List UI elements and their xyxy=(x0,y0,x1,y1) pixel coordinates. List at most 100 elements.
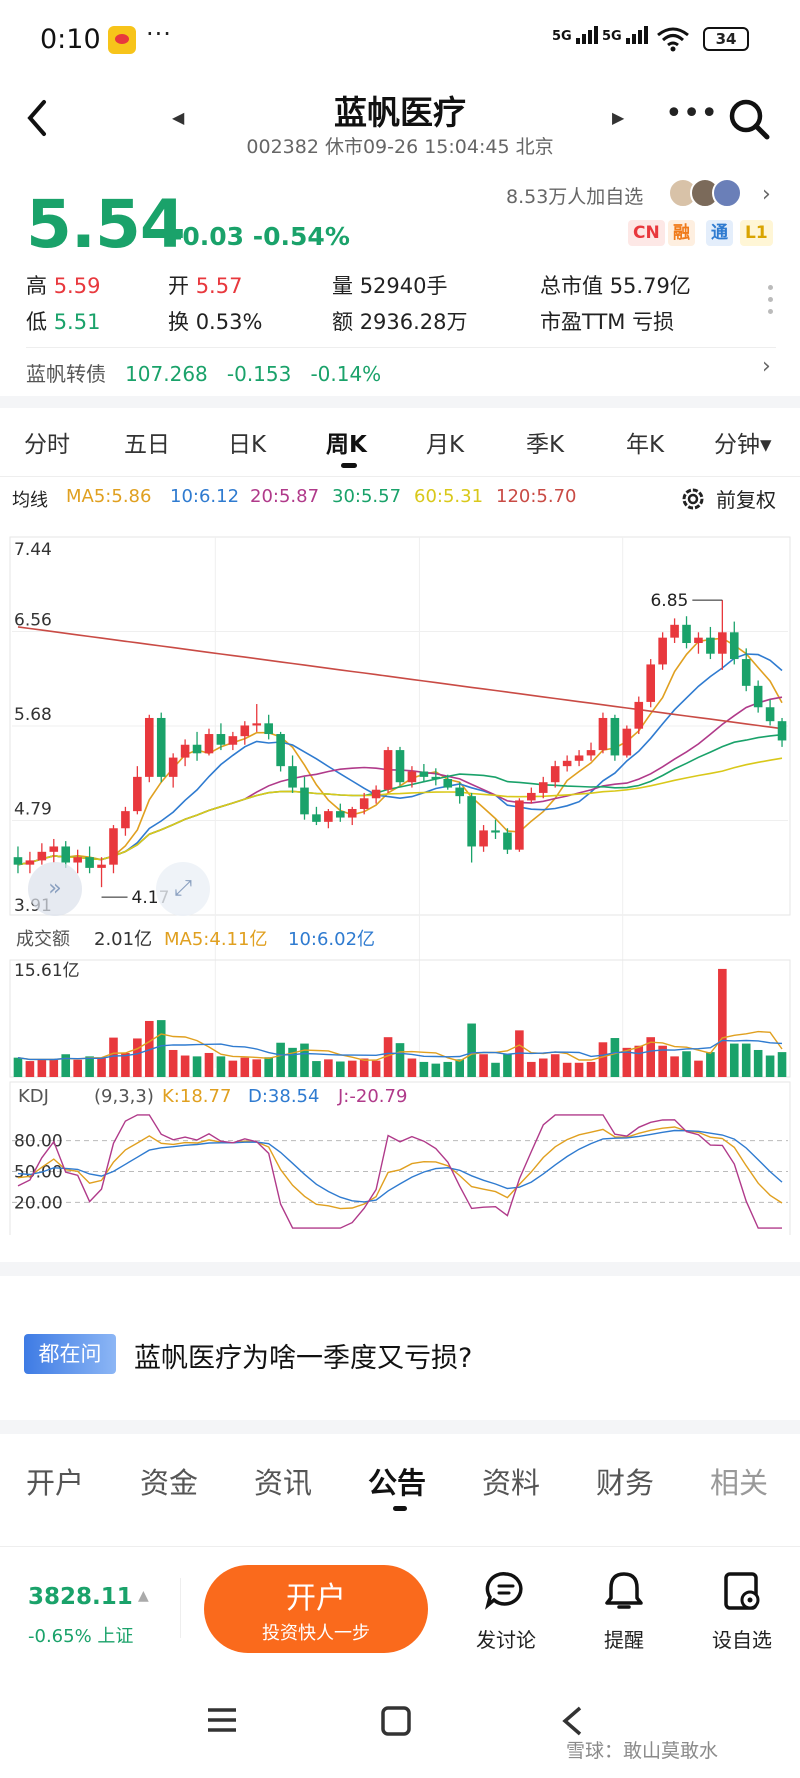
kdj-y-tick: 80.00 xyxy=(14,1132,63,1152)
volume-bar xyxy=(216,1056,226,1077)
volume-bar xyxy=(312,1061,321,1077)
open-account-button[interactable]: 开户 投资快人一步 xyxy=(204,1565,428,1653)
chevron-right-icon[interactable]: › xyxy=(762,354,771,379)
volume-bar xyxy=(192,1056,202,1077)
volume-bar xyxy=(156,1020,166,1077)
follower-avatars[interactable] xyxy=(668,178,750,210)
chevron-right-icon[interactable]: › xyxy=(762,182,771,207)
alert-label[interactable]: 提醒 xyxy=(604,1628,644,1652)
candle-body xyxy=(49,846,59,852)
volume-bar xyxy=(718,968,727,1077)
divider xyxy=(0,1420,800,1434)
volume-bar xyxy=(598,1042,608,1077)
badge-margin: 融 xyxy=(668,220,695,246)
ma120-line xyxy=(17,626,783,730)
back-arrow-icon[interactable] xyxy=(22,98,52,138)
tab-minute[interactable]: 分钟▾ xyxy=(714,432,772,458)
expand-stats-icon[interactable] xyxy=(768,285,774,321)
volume-bar xyxy=(85,1056,94,1077)
y-tick-label: 7.44 xyxy=(14,540,52,560)
volume-bar xyxy=(706,1052,715,1077)
settings-gear-icon[interactable] xyxy=(678,484,708,514)
candle-body xyxy=(670,624,679,638)
index-value[interactable]: 3828.11 xyxy=(28,1584,133,1610)
candle-body xyxy=(85,857,94,868)
divider xyxy=(0,396,800,408)
tab-monthly-k[interactable]: 月K xyxy=(426,432,465,458)
candle-body xyxy=(491,830,500,833)
candle-body xyxy=(694,637,703,644)
stat-turnover: 换 0.53% xyxy=(168,310,263,334)
candle-body xyxy=(144,717,154,777)
back-nav-icon[interactable] xyxy=(560,1705,584,1737)
volume-bar xyxy=(622,1047,632,1077)
tab-financials[interactable]: 财务 xyxy=(596,1466,655,1500)
add-watchlist-label[interactable]: 设自选 xyxy=(712,1628,772,1652)
tab-related[interactable]: 相关 xyxy=(710,1466,769,1500)
scroll-left-icon[interactable]: » xyxy=(28,862,82,916)
candle-body xyxy=(682,624,691,644)
volume-bar xyxy=(527,1061,536,1077)
add-watchlist-icon[interactable] xyxy=(712,1568,772,1614)
hot-question-text[interactable]: 蓝帆医疗为啥一季度又亏损? xyxy=(134,1343,473,1374)
tab-intraday[interactable]: 分时 xyxy=(24,432,70,458)
tab-announcements[interactable]: 公告 xyxy=(368,1466,427,1500)
volume-bar xyxy=(276,1042,285,1077)
candle-body xyxy=(610,717,620,756)
bell-icon[interactable] xyxy=(594,1568,654,1614)
volume-bar xyxy=(538,1058,548,1077)
candle-body xyxy=(312,814,321,822)
volume-bar xyxy=(503,1054,512,1077)
candle-body xyxy=(431,776,441,780)
discussion-label[interactable]: 发讨论 xyxy=(476,1628,536,1652)
volume-bar xyxy=(109,1037,118,1077)
menu-icon[interactable] xyxy=(206,1705,238,1735)
candle-body xyxy=(515,800,524,850)
kdj-j-line xyxy=(17,1114,782,1229)
discussion-icon[interactable] xyxy=(476,1568,536,1614)
volume-bar xyxy=(729,1043,739,1077)
index-change: -0.65% 上证 xyxy=(28,1626,134,1647)
volume-bar xyxy=(574,1062,584,1077)
prev-stock-icon[interactable]: ◀ xyxy=(172,108,185,127)
price-change: -0.03 -0.54% xyxy=(172,222,350,251)
candle-body xyxy=(419,771,429,777)
candle-body xyxy=(443,779,453,788)
tab-yearly-k[interactable]: 年K xyxy=(626,432,665,458)
candle-body xyxy=(371,789,381,799)
more-icon[interactable]: ••• xyxy=(665,96,719,131)
tab-weekly-k[interactable]: 周K xyxy=(326,432,367,458)
tab-capital[interactable]: 资金 xyxy=(140,1466,199,1500)
candle-body xyxy=(168,757,178,777)
candle-body xyxy=(395,750,405,783)
x-tick-label: 2025-08 xyxy=(583,1233,662,1235)
tab-indicator xyxy=(341,463,357,468)
tab-daily-k[interactable]: 日K xyxy=(228,432,267,458)
next-stock-icon[interactable]: ▶ xyxy=(612,108,625,127)
fullscreen-icon[interactable]: ⤢ xyxy=(156,862,210,916)
candle-body xyxy=(706,637,715,654)
volume-bar xyxy=(658,1045,667,1077)
search-icon[interactable] xyxy=(727,97,771,141)
volume-bar xyxy=(13,1057,23,1077)
adjust-mode[interactable]: 前复权 xyxy=(716,488,776,512)
volume-ma5: MA5:4.11亿 xyxy=(164,929,267,950)
convertible-bond-row[interactable]: 蓝帆转债 107.268 -0.153 -0.14% xyxy=(26,362,382,386)
stat-pe: 市盈TTM 亏损 xyxy=(540,310,675,334)
y-tick-label: 6.56 xyxy=(14,611,52,631)
home-icon[interactable] xyxy=(380,1705,412,1737)
volume-bar xyxy=(252,1059,262,1077)
wifi-icon xyxy=(657,27,689,52)
kdj-title: KDJ xyxy=(18,1086,49,1107)
hot-question-tag: 都在问 xyxy=(24,1334,116,1374)
followers-count[interactable]: 8.53万人加自选 xyxy=(506,186,644,208)
tab-news[interactable]: 资讯 xyxy=(254,1466,313,1500)
candle-body xyxy=(204,734,214,754)
tab-quarterly-k[interactable]: 季K xyxy=(526,432,565,458)
tab-profile[interactable]: 资料 xyxy=(482,1466,541,1500)
divider xyxy=(0,1262,800,1276)
tab-open-account[interactable]: 开户 xyxy=(26,1466,85,1500)
tab-five-day[interactable]: 五日 xyxy=(124,432,170,458)
volume-bar xyxy=(682,1051,691,1077)
